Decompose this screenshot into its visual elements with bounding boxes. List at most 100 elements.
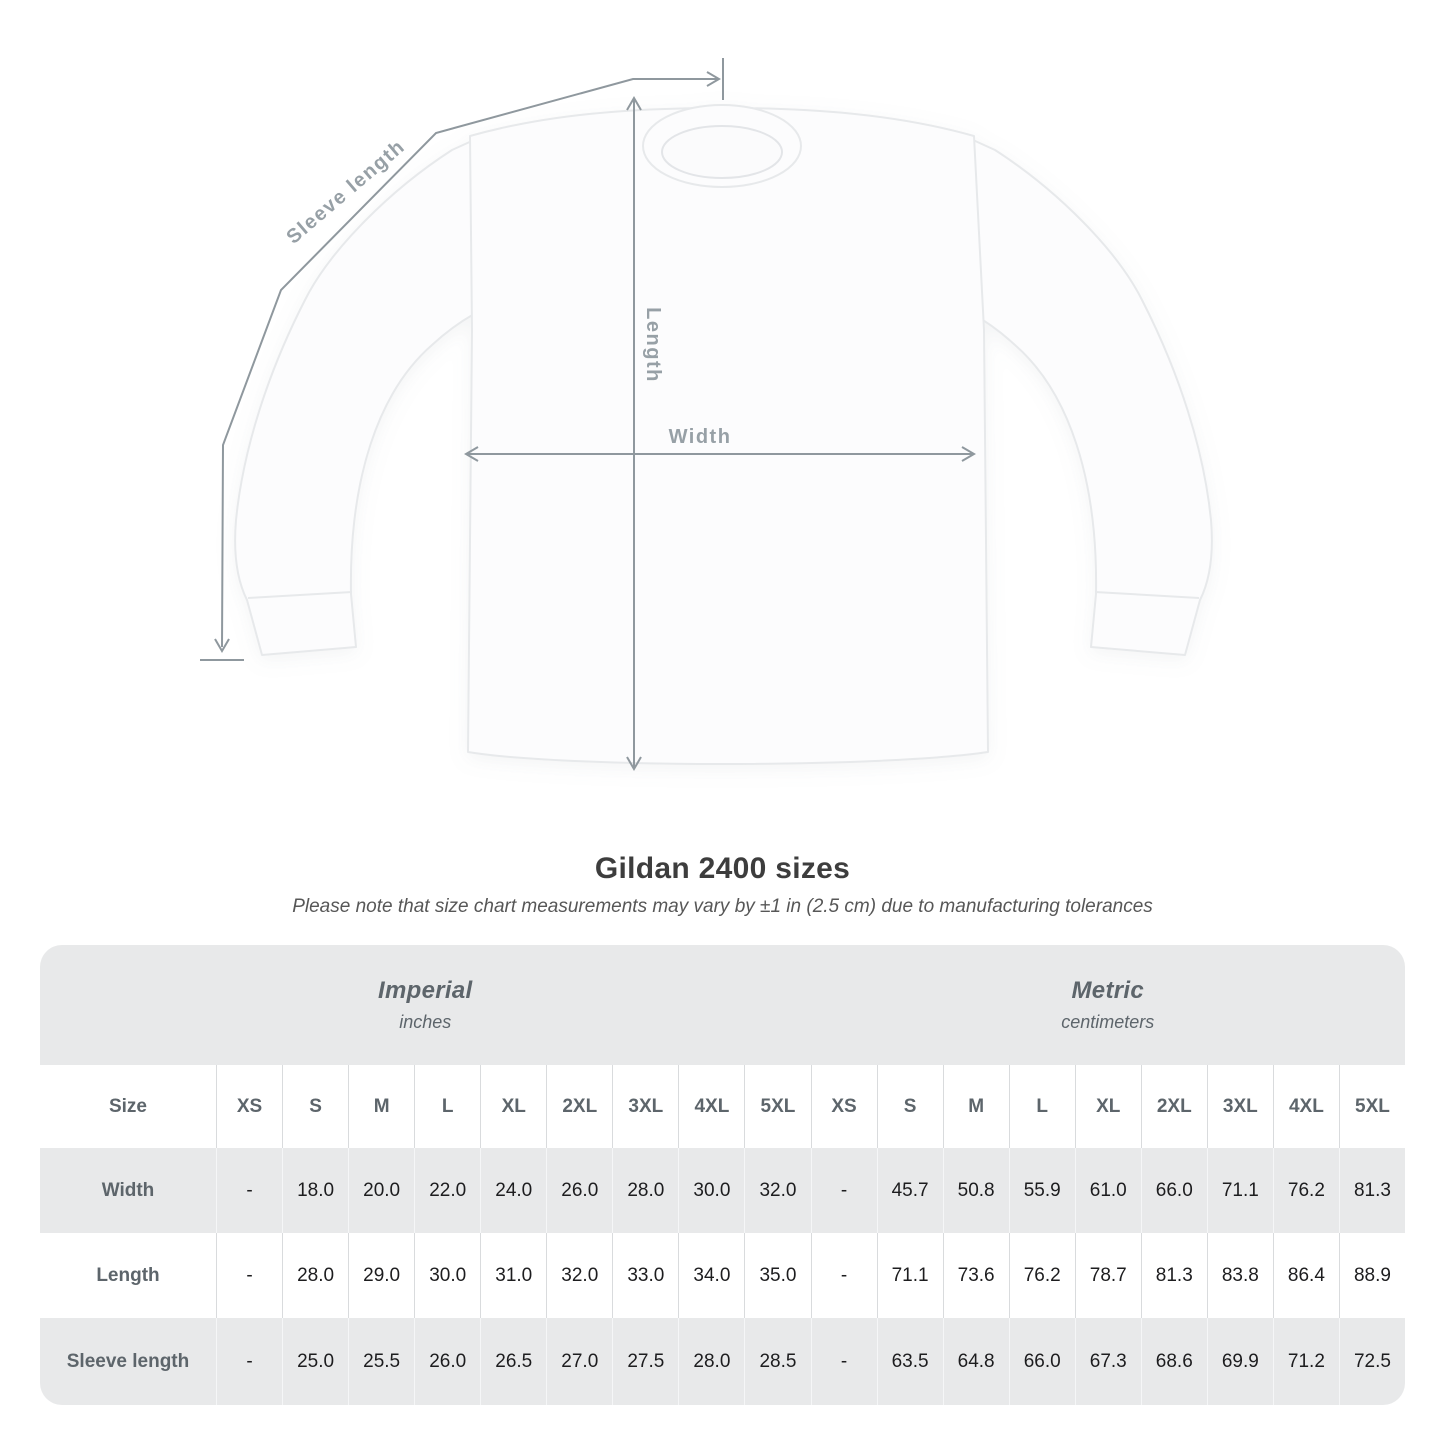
value-width-imperial-l: 22.0 <box>414 1148 481 1233</box>
value-sleeve-length-metric-m: 64.8 <box>942 1318 1009 1405</box>
value-sleeve-length-imperial-m: 25.5 <box>348 1318 415 1405</box>
value-sleeve-length-imperial-xs: - <box>216 1318 283 1405</box>
value-sleeve-length-metric-l: 66.0 <box>1008 1318 1075 1405</box>
arrowhead-right <box>961 446 976 462</box>
value-length-imperial-xs: - <box>216 1233 283 1318</box>
arrowhead-down <box>626 756 642 771</box>
shirt-measurement-diagram: Sleeve length Length Width <box>200 58 1213 771</box>
value-sleeve-length-imperial-5xl: 28.5 <box>744 1318 811 1405</box>
value-length-imperial-4xl: 34.0 <box>678 1233 745 1318</box>
value-sleeve-length-imperial-2xl: 27.0 <box>546 1318 613 1405</box>
arrowhead-left <box>464 446 479 462</box>
value-width-metric-5xl: 81.3 <box>1338 1148 1405 1233</box>
value-width-imperial-s: 18.0 <box>282 1148 349 1233</box>
column-header-imperial-5xl: 5XL <box>744 1065 811 1148</box>
value-length-imperial-2xl: 32.0 <box>546 1233 613 1318</box>
value-length-metric-xl: 78.7 <box>1074 1233 1141 1318</box>
column-header-metric-5xl: 5XL <box>1338 1065 1405 1148</box>
right-sleeve <box>972 139 1213 656</box>
column-header-imperial-m: M <box>348 1065 415 1148</box>
column-header-imperial-xl: XL <box>480 1065 547 1148</box>
metric-unit-label: centimeters <box>1061 1012 1155 1032</box>
collar-inner <box>661 125 783 179</box>
value-width-metric-xs: - <box>810 1148 877 1233</box>
column-header-imperial-xs: XS <box>216 1065 283 1148</box>
page-title: Gildan 2400 sizes <box>594 852 851 885</box>
value-length-imperial-3xl: 33.0 <box>612 1233 679 1318</box>
value-length-metric-2xl: 81.3 <box>1140 1233 1207 1318</box>
column-header-metric-xs: XS <box>810 1065 877 1148</box>
sleeve-length-arrow <box>221 78 719 648</box>
value-width-metric-xl: 61.0 <box>1074 1148 1141 1233</box>
column-header-metric-l: L <box>1008 1065 1075 1148</box>
value-length-metric-s: 71.1 <box>876 1233 943 1318</box>
value-sleeve-length-metric-4xl: 71.2 <box>1272 1318 1339 1405</box>
value-width-metric-3xl: 71.1 <box>1206 1148 1273 1233</box>
value-width-metric-4xl: 76.2 <box>1272 1148 1339 1233</box>
value-width-metric-2xl: 66.0 <box>1140 1148 1207 1233</box>
value-length-metric-5xl: 88.9 <box>1338 1233 1405 1318</box>
value-width-metric-m: 50.8 <box>942 1148 1009 1233</box>
row-label-width: Width <box>40 1148 216 1233</box>
value-width-imperial-3xl: 28.0 <box>612 1148 679 1233</box>
arrowhead-right <box>706 71 721 87</box>
shirt-body <box>467 107 989 765</box>
value-length-imperial-m: 29.0 <box>348 1233 415 1318</box>
shirt-illustration <box>234 104 1213 765</box>
arrowhead-up <box>626 96 642 111</box>
value-sleeve-length-metric-2xl: 68.6 <box>1140 1318 1207 1405</box>
imperial-unit-label: inches <box>399 1012 452 1032</box>
left-cuff-seam <box>247 591 353 599</box>
column-header-metric-s: S <box>876 1065 943 1148</box>
value-sleeve-length-imperial-3xl: 27.5 <box>612 1318 679 1405</box>
value-length-imperial-l: 30.0 <box>414 1233 481 1318</box>
column-header-imperial-3xl: 3XL <box>612 1065 679 1148</box>
value-width-imperial-5xl: 32.0 <box>744 1148 811 1233</box>
value-length-imperial-5xl: 35.0 <box>744 1233 811 1318</box>
value-sleeve-length-metric-5xl: 72.5 <box>1338 1318 1405 1405</box>
column-header-metric-3xl: 3XL <box>1206 1065 1273 1148</box>
size-table: Imperial inches Metric centimeters Size X… <box>40 945 1405 1405</box>
value-width-imperial-4xl: 30.0 <box>678 1148 745 1233</box>
value-sleeve-length-imperial-s: 25.0 <box>282 1318 349 1405</box>
arrowhead-down <box>214 638 230 653</box>
value-length-imperial-xl: 31.0 <box>480 1233 547 1318</box>
column-header-imperial-2xl: 2XL <box>546 1065 613 1148</box>
value-length-metric-4xl: 86.4 <box>1272 1233 1339 1318</box>
unit-group-metric: Metric centimeters <box>810 945 1405 1065</box>
column-header-metric-m: M <box>942 1065 1009 1148</box>
metric-heading: Metric <box>1071 977 1144 1004</box>
value-width-metric-s: 45.7 <box>876 1148 943 1233</box>
row-label-sleeve-length: Sleeve length <box>40 1318 216 1405</box>
column-header-metric-4xl: 4XL <box>1272 1065 1339 1148</box>
width-label: Width <box>669 426 732 448</box>
value-width-metric-l: 55.9 <box>1008 1148 1075 1233</box>
value-width-imperial-m: 20.0 <box>348 1148 415 1233</box>
length-label: Length <box>642 307 664 383</box>
value-length-metric-l: 76.2 <box>1008 1233 1075 1318</box>
value-length-imperial-s: 28.0 <box>282 1233 349 1318</box>
value-width-imperial-xl: 24.0 <box>480 1148 547 1233</box>
value-length-metric-xs: - <box>810 1233 877 1318</box>
tolerance-note: Please note that size chart measurements… <box>292 896 1153 917</box>
imperial-heading: Imperial <box>378 977 473 1004</box>
column-header-metric-xl: XL <box>1074 1065 1141 1148</box>
value-sleeve-length-metric-xl: 67.3 <box>1074 1318 1141 1405</box>
row-label-length: Length <box>40 1233 216 1318</box>
unit-group-imperial: Imperial inches <box>40 945 811 1065</box>
value-sleeve-length-imperial-xl: 26.5 <box>480 1318 547 1405</box>
column-header-metric-2xl: 2XL <box>1140 1065 1207 1148</box>
value-length-metric-3xl: 83.8 <box>1206 1233 1273 1318</box>
column-header-imperial-4xl: 4XL <box>678 1065 745 1148</box>
value-sleeve-length-metric-s: 63.5 <box>876 1318 943 1405</box>
column-header-size: Size <box>40 1065 216 1148</box>
value-width-imperial-xs: - <box>216 1148 283 1233</box>
measurement-arrows <box>200 58 976 771</box>
value-sleeve-length-metric-xs: - <box>810 1318 877 1405</box>
column-header-imperial-s: S <box>282 1065 349 1148</box>
value-sleeve-length-imperial-l: 26.0 <box>414 1318 481 1405</box>
value-sleeve-length-imperial-4xl: 28.0 <box>678 1318 745 1405</box>
value-width-imperial-2xl: 26.0 <box>546 1148 613 1233</box>
column-header-imperial-l: L <box>414 1065 481 1148</box>
